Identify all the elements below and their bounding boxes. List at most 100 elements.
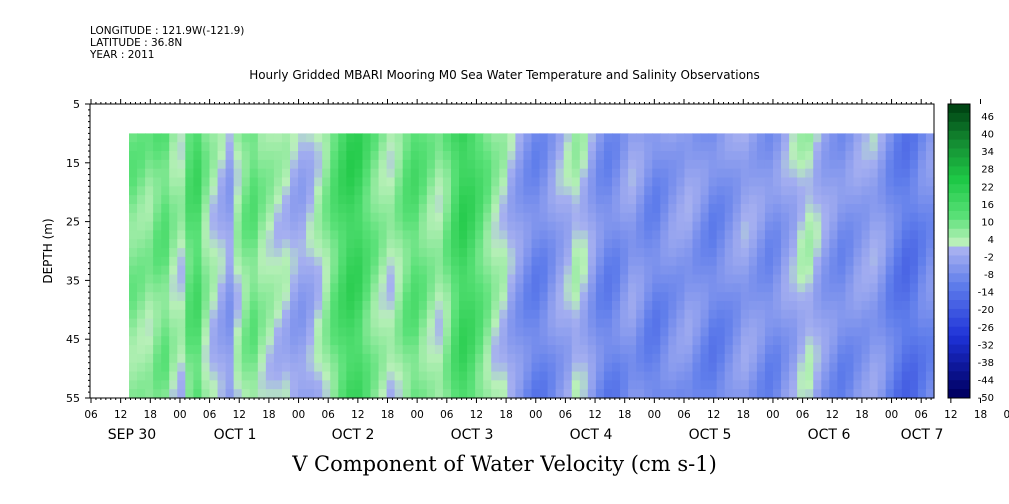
heatmap-cell xyxy=(402,168,412,179)
heatmap-cell xyxy=(298,309,307,320)
heatmap-cell xyxy=(225,300,235,311)
heatmap-cell xyxy=(306,353,315,364)
heatmap-cell xyxy=(394,336,404,346)
heatmap-cell xyxy=(257,274,267,284)
heatmap-cell xyxy=(797,336,806,346)
heatmap-cell xyxy=(475,345,484,355)
heatmap-cell xyxy=(418,274,428,284)
heatmap-cell xyxy=(394,248,404,258)
heatmap-cell xyxy=(756,177,766,187)
x-tick-label: 18 xyxy=(262,409,275,421)
heatmap-cell xyxy=(394,239,404,249)
heatmap-cell xyxy=(330,203,339,214)
heatmap-cell xyxy=(499,353,508,364)
heatmap-cell xyxy=(394,186,404,196)
heatmap-cell xyxy=(764,389,774,399)
heatmap-cell xyxy=(137,142,146,152)
heatmap-cell xyxy=(273,327,283,337)
heatmap-cell xyxy=(869,309,879,320)
heatmap-cell xyxy=(925,248,935,258)
heatmap-cell xyxy=(603,300,613,311)
heatmap-cell xyxy=(587,133,597,143)
heatmap-cell xyxy=(805,195,814,205)
heatmap-cell xyxy=(893,151,903,161)
heatmap-cell xyxy=(418,212,428,223)
heatmap-cell xyxy=(193,292,203,302)
heatmap-cell xyxy=(668,327,677,337)
heatmap-cell xyxy=(716,283,726,293)
heatmap-cell xyxy=(507,327,516,337)
heatmap-cell xyxy=(298,239,307,249)
heatmap-cell xyxy=(459,283,468,293)
heatmap-cell xyxy=(628,239,637,249)
heatmap-cell xyxy=(507,212,516,223)
heatmap-cell xyxy=(781,159,790,170)
heatmap-cell xyxy=(354,300,364,311)
heatmap-cell xyxy=(418,133,428,143)
heatmap-cell xyxy=(587,327,597,337)
heatmap-cell xyxy=(587,203,597,214)
heatmap-cell xyxy=(724,336,734,346)
heatmap-cell xyxy=(442,283,452,293)
colorbar-swatch xyxy=(948,246,970,256)
heatmap-cell xyxy=(668,142,677,152)
heatmap-cell xyxy=(595,318,605,329)
heatmap-cell xyxy=(789,274,798,284)
heatmap-cell xyxy=(314,274,323,284)
heatmap-cell xyxy=(531,309,541,320)
heatmap-cell xyxy=(595,353,605,364)
heatmap-cell xyxy=(740,151,750,161)
heatmap-cell xyxy=(539,292,549,302)
heatmap-cell xyxy=(555,186,565,196)
heatmap-cell xyxy=(595,151,605,161)
heatmap-cell xyxy=(410,195,420,205)
heatmap-cell xyxy=(531,133,541,143)
heatmap-cell xyxy=(925,274,935,284)
heatmap-cell xyxy=(821,345,830,355)
heatmap-cell xyxy=(354,336,364,346)
heatmap-cell xyxy=(161,292,170,302)
heatmap-cell xyxy=(740,327,750,337)
heatmap-cell xyxy=(217,256,227,267)
heatmap-cell xyxy=(708,212,718,223)
heatmap-cell xyxy=(209,327,219,337)
heatmap-cell xyxy=(161,336,170,346)
heatmap-cell xyxy=(539,212,549,223)
heatmap-cell xyxy=(193,274,203,284)
heatmap-cell xyxy=(579,142,589,152)
heatmap-cell xyxy=(507,283,516,293)
heatmap-cell xyxy=(531,336,541,346)
heatmap-cell xyxy=(740,256,750,267)
heatmap-cell xyxy=(394,151,404,161)
heatmap-cell xyxy=(515,142,525,152)
heatmap-cell xyxy=(515,221,525,232)
heatmap-cell xyxy=(499,265,508,276)
heatmap-cell xyxy=(724,230,734,240)
heatmap-cell xyxy=(185,203,194,214)
heatmap-cell xyxy=(298,345,307,355)
heatmap-cell xyxy=(451,327,460,337)
heatmap-cell xyxy=(137,345,146,355)
heatmap-cell xyxy=(636,380,645,390)
heatmap-cell xyxy=(499,186,508,196)
heatmap-cell xyxy=(636,327,645,337)
heatmap-cell xyxy=(684,239,694,249)
heatmap-cell xyxy=(330,212,339,223)
heatmap-cell xyxy=(499,177,508,187)
heatmap-cell xyxy=(459,265,468,276)
heatmap-cell xyxy=(756,362,766,373)
heatmap-cell xyxy=(322,159,331,170)
heatmap-cell xyxy=(595,300,605,311)
heatmap-cell xyxy=(821,186,830,196)
heatmap-cell xyxy=(354,142,364,152)
heatmap-cell xyxy=(660,177,669,187)
heatmap-cell xyxy=(346,274,355,284)
heatmap-cell xyxy=(281,292,291,302)
heatmap-cell xyxy=(853,371,863,381)
heatmap-cell xyxy=(322,142,331,152)
heatmap-cell xyxy=(225,389,235,399)
heatmap-cell xyxy=(684,327,694,337)
heatmap-cell xyxy=(724,168,734,179)
heatmap-cell xyxy=(563,336,573,346)
heatmap-cell xyxy=(676,230,686,240)
